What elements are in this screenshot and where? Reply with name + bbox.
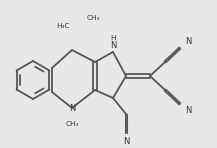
Text: N: N bbox=[110, 41, 116, 49]
Text: CH₃: CH₃ bbox=[65, 121, 79, 127]
Text: N: N bbox=[185, 106, 191, 115]
Text: N: N bbox=[123, 136, 129, 145]
Text: CH₃: CH₃ bbox=[86, 15, 100, 21]
Text: N: N bbox=[69, 103, 75, 112]
Text: H: H bbox=[110, 35, 116, 41]
Text: N: N bbox=[185, 37, 191, 45]
Text: H₃C: H₃C bbox=[56, 23, 70, 29]
